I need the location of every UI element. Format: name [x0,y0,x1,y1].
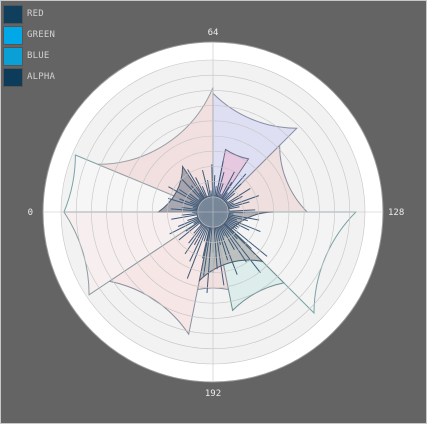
legend-swatch-blue [3,47,23,66]
legend-swatch-alpha [3,68,23,87]
legend-label-blue: BLUE [27,51,50,61]
legend-label-green: GREEN [27,30,56,40]
legend-label-red: RED [27,9,44,19]
angle-tick-192: 192 [205,389,221,399]
legend: RED GREEN BLUE ALPHA [2,4,92,88]
legend-item-red[interactable]: RED [2,4,92,25]
legend-item-green[interactable]: GREEN [2,25,92,46]
sector-4 [211,211,358,315]
angle-tick-64: 64 [208,28,219,38]
sector-8 [63,211,215,296]
sector-9 [156,164,214,213]
angle-tick-128: 128 [388,208,404,218]
legend-label-alpha: ALPHA [27,72,56,82]
legend-item-blue[interactable]: BLUE [2,46,92,67]
sector-3 [211,144,309,213]
legend-swatch-green [3,26,23,45]
legend-item-alpha[interactable]: ALPHA [2,67,92,88]
angle-tick-0: 0 [28,208,33,218]
legend-swatch-red [3,5,23,24]
